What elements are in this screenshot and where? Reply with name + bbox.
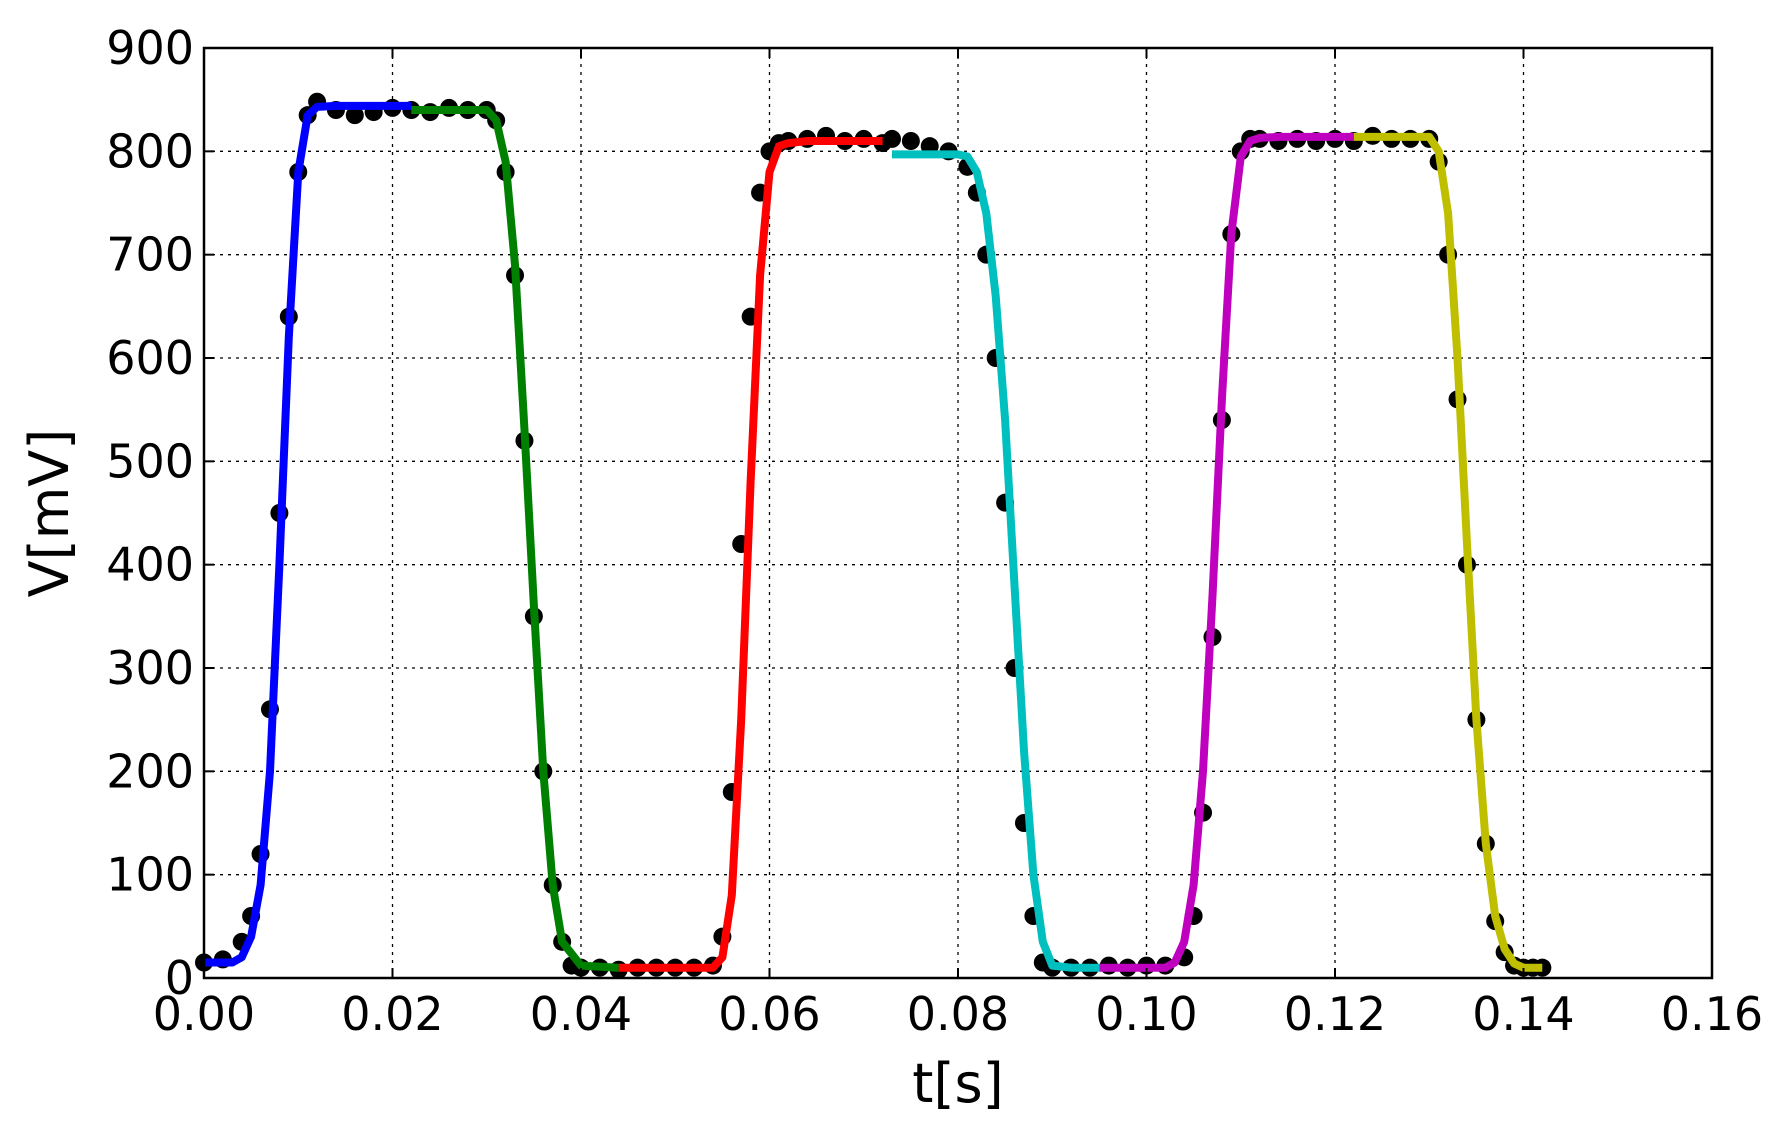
fit-line-5 bbox=[1099, 132, 1354, 972]
data-point bbox=[883, 129, 902, 148]
y-axis-title: V[mV] bbox=[18, 429, 81, 598]
y-tick-label: 400 bbox=[106, 538, 194, 592]
fit-line-6 bbox=[1353, 132, 1543, 972]
x-tick-label: 0.08 bbox=[907, 987, 1009, 1041]
x-tick-label: 0.14 bbox=[1472, 987, 1574, 1041]
x-tick-labels: 0.00 0.02 0.04 0.06 0.08 0.10 0.12 0.14 0.16 bbox=[153, 987, 1763, 1041]
x-tick-label: 0.10 bbox=[1095, 987, 1197, 1041]
fit-line-2 bbox=[411, 106, 619, 972]
scatter-points bbox=[195, 92, 1552, 979]
y-tick-label: 300 bbox=[106, 641, 194, 695]
fit-lines bbox=[204, 101, 1543, 972]
x-tick-label: 0.06 bbox=[718, 987, 820, 1041]
axis-ticks bbox=[203, 47, 1713, 979]
x-tick-label: 0.12 bbox=[1284, 987, 1386, 1041]
data-point bbox=[901, 132, 920, 150]
y-tick-label: 700 bbox=[106, 228, 194, 282]
y-tick-label: 800 bbox=[106, 124, 194, 178]
y-tick-label: 200 bbox=[106, 744, 194, 798]
y-tick-label: 0 bbox=[165, 951, 194, 1005]
x-tick-label: 0.02 bbox=[341, 987, 443, 1041]
y-tick-label: 900 bbox=[106, 21, 194, 75]
y-tick-label: 100 bbox=[106, 848, 194, 902]
y-tick-label: 500 bbox=[106, 434, 194, 488]
fit-line-1 bbox=[204, 101, 412, 967]
y-tick-labels: 0 100 200 300 400 500 600 700 800 900 bbox=[106, 21, 194, 1005]
y-tick-label: 600 bbox=[106, 331, 194, 385]
fit-line-4 bbox=[892, 150, 1100, 972]
x-tick-label: 0.16 bbox=[1661, 987, 1763, 1041]
fit-line-3 bbox=[618, 137, 883, 972]
x-tick-label: 0.00 bbox=[153, 987, 255, 1041]
data-point bbox=[1533, 958, 1552, 977]
data-point bbox=[345, 106, 364, 125]
x-axis-title: t[s] bbox=[912, 1052, 1003, 1115]
x-tick-label: 0.04 bbox=[530, 987, 632, 1041]
